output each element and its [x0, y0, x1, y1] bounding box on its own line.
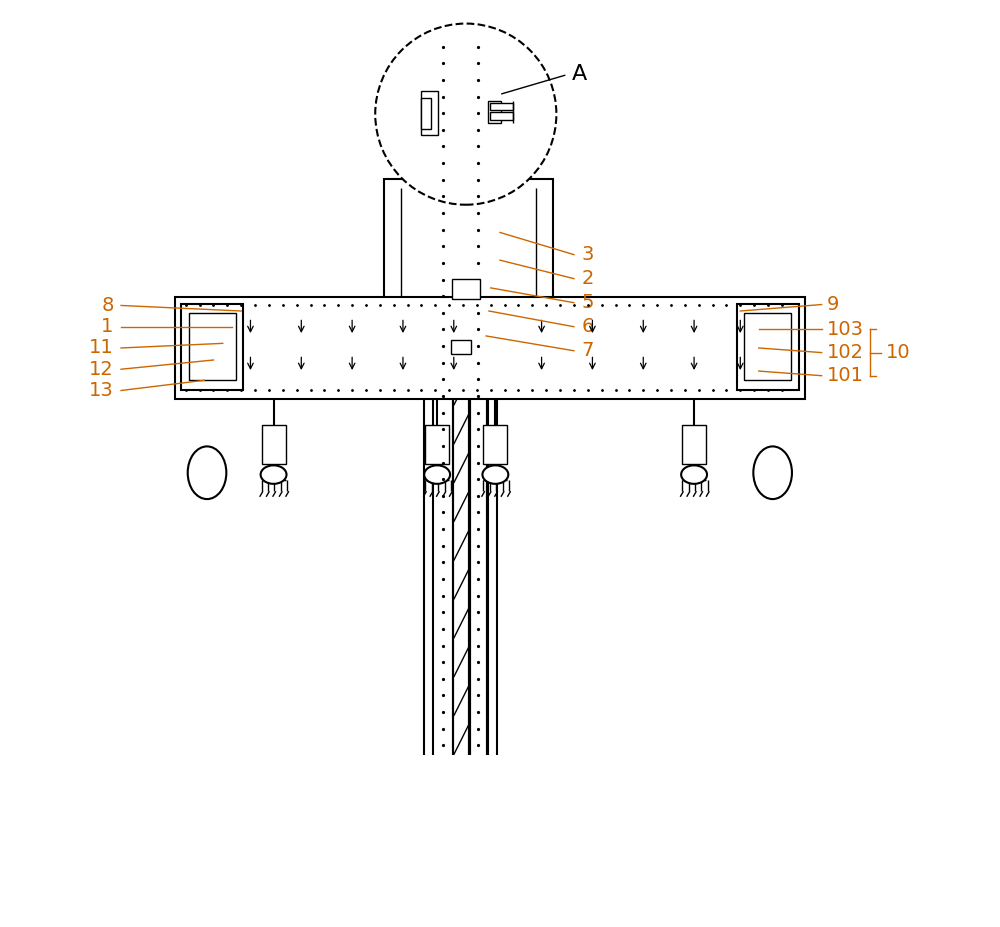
Bar — [421, 91, 438, 135]
Text: 2: 2 — [581, 269, 594, 288]
Text: 103: 103 — [827, 320, 864, 339]
Circle shape — [375, 23, 556, 205]
Text: 5: 5 — [581, 293, 594, 312]
Text: 7: 7 — [581, 341, 594, 361]
Text: 9: 9 — [827, 295, 840, 314]
Bar — [262, 425, 286, 464]
Bar — [452, 279, 480, 299]
Bar — [384, 179, 553, 311]
Ellipse shape — [753, 447, 792, 499]
Ellipse shape — [261, 465, 287, 484]
Bar — [488, 101, 501, 123]
Bar — [189, 312, 236, 380]
Text: 101: 101 — [827, 366, 864, 386]
Bar — [175, 298, 805, 399]
Bar — [451, 339, 471, 354]
Bar — [181, 304, 243, 389]
Text: 1: 1 — [101, 317, 114, 337]
Ellipse shape — [681, 465, 707, 484]
Text: 102: 102 — [827, 343, 864, 362]
Text: 8: 8 — [101, 296, 114, 315]
Text: A: A — [572, 64, 587, 84]
Text: 11: 11 — [89, 338, 114, 358]
Bar — [483, 425, 507, 464]
Text: 10: 10 — [886, 343, 911, 362]
Bar — [421, 97, 431, 129]
Ellipse shape — [424, 465, 450, 484]
Bar — [490, 112, 513, 120]
Text: 12: 12 — [89, 360, 114, 379]
Bar — [490, 103, 513, 110]
Bar — [737, 304, 799, 389]
Text: 13: 13 — [89, 381, 114, 400]
Text: 6: 6 — [581, 317, 594, 337]
Bar — [682, 425, 706, 464]
Ellipse shape — [482, 465, 508, 484]
Bar — [425, 425, 449, 464]
Ellipse shape — [188, 447, 226, 499]
Text: 3: 3 — [581, 245, 594, 264]
Bar — [744, 312, 791, 380]
